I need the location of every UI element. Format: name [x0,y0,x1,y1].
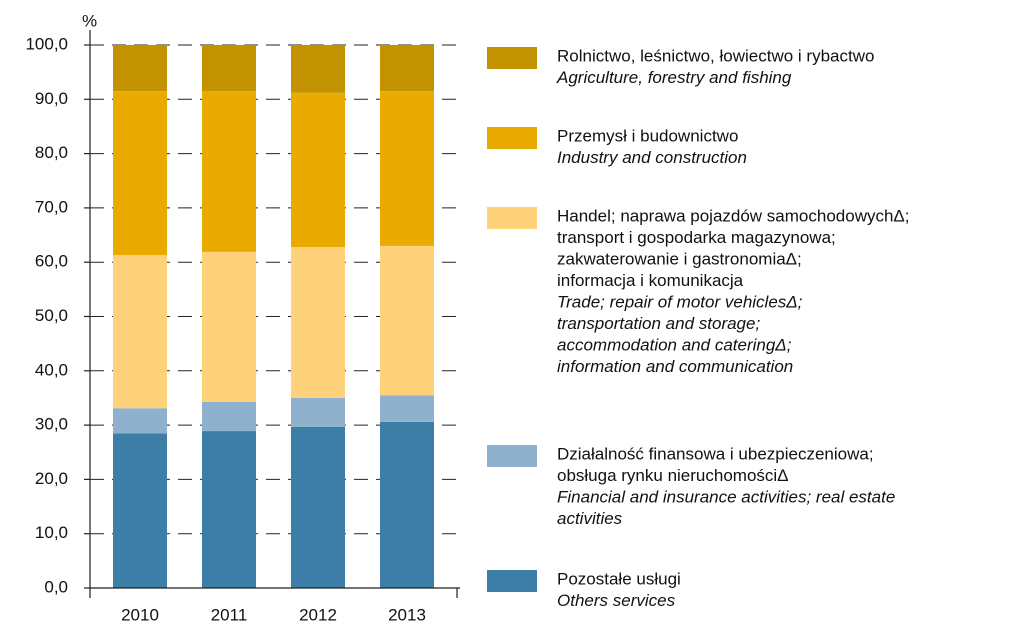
legend-label: informacja i komunikacja [557,271,744,290]
y-tick-label: 80,0 [35,143,68,162]
y-tick-label: 100,0 [25,34,68,53]
legend-label: obsługa rynku nieruchomościΔ [557,466,789,485]
legend-label-en: Trade; repair of motor vehiclesΔ; [557,292,803,311]
x-tick-label: 2013 [388,605,426,624]
y-tick-label: 10,0 [35,523,68,542]
bar-segment [291,246,345,398]
legend-swatch [487,47,537,69]
bar-segment [202,431,256,588]
bar-segment [291,45,345,93]
bar-segment [380,91,434,246]
y-tick-label: 40,0 [35,360,68,379]
bars [113,45,434,588]
y-tick-label: 60,0 [35,252,68,271]
legend-label-en: Financial and insurance activities; real… [557,487,895,506]
legend-swatch [487,570,537,592]
bar-segment [202,91,256,252]
y-tick-label: 30,0 [35,415,68,434]
legend-swatch [487,207,537,229]
x-tick-label: 2012 [299,605,337,624]
bar-segment [113,45,167,92]
bar-segment [202,401,256,432]
bar-segment [291,92,345,247]
legend-label-en: Industry and construction [557,148,747,167]
bar-segment [202,45,256,92]
bar-segment [113,408,167,434]
bar-segment [202,251,256,402]
bar-segment [291,397,345,427]
y-tick-label: 70,0 [35,197,68,216]
legend-label: zakwaterowanie i gastronomiaΔ; [557,249,802,268]
legend-label: transport i gospodarka magazynowa; [557,228,836,247]
legend-label-en: Others services [557,591,676,610]
legend-label-en: transportation and storage; [557,314,760,333]
y-tick-label: 50,0 [35,306,68,325]
x-tick-label: 2010 [121,605,159,624]
legend-label: Pozostałe usługi [557,569,681,588]
legend-label: Przemysł i budownictwo [557,126,738,145]
x-tick-label: 2011 [211,605,248,624]
legend-label: Rolnictwo, leśnictwo, łowiectwo i rybact… [557,46,874,65]
axes: 0,0 10,0 20,0 30,0 40,0 50,0 60,0 70,0 80,0 90,0 1… [25,30,910,624]
bar-segment [113,433,167,588]
y-tick-label: 0,0 [44,577,68,596]
legend-label-en: Agriculture, forestry and fishing [556,68,792,87]
legend-label-en: accommodation and cateringΔ; [557,335,792,354]
bar-segment [380,395,434,422]
legend-swatch [487,445,537,467]
bar-segment [380,421,434,588]
y-tick-label: 20,0 [35,469,68,488]
y-unit: % [82,11,97,30]
legend-label-en: information and communication [557,357,793,376]
y-tick-label: 90,0 [35,89,68,108]
bar-segment [291,426,345,588]
legend-label-en: activities [557,509,623,528]
bar-segment [380,45,434,92]
bar-segment [380,245,434,396]
bar-segment [113,91,167,256]
bar-segment [113,255,167,409]
legend-swatch [487,127,537,149]
legend-label: Działalność finansowa i ubezpieczeniowa; [557,444,874,463]
legend-label: Handel; naprawa pojazdów samochodowychΔ; [557,206,910,225]
